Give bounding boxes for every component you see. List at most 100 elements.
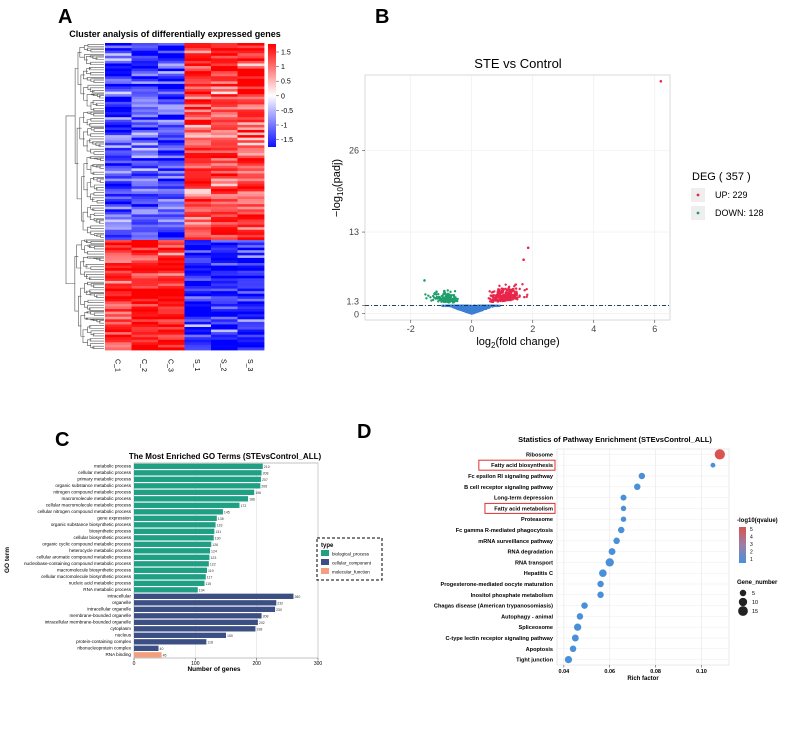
pathway-dot — [638, 472, 646, 480]
panel-letter-c: C — [55, 429, 69, 451]
heatmap-cell — [184, 129, 212, 133]
volcano-point-up — [514, 297, 517, 300]
heatmap-cell — [105, 188, 132, 192]
pathway-plot-area — [556, 448, 730, 666]
legend-label-up: UP: 229 — [715, 190, 748, 200]
go-term-label: macromolecule metabolic process — [62, 496, 132, 501]
heatmap-cell — [184, 273, 212, 277]
heatmap-cell — [211, 94, 238, 98]
heatmap-cell — [237, 247, 265, 251]
heatmap-cell — [131, 191, 159, 195]
heatmap-cell — [131, 232, 159, 236]
panel-letter-a: A — [58, 6, 72, 28]
heatmap-cell — [211, 219, 238, 223]
dendrogram-branch — [89, 307, 104, 311]
heatmap-cell — [184, 275, 212, 279]
heatmap-cell — [237, 163, 265, 167]
heatmap-cell — [105, 199, 132, 203]
heatmap-cell — [158, 260, 185, 264]
heatmap-cell — [184, 127, 212, 131]
dendrogram-branch — [92, 333, 104, 337]
go-bar-value-label: 186 — [249, 497, 255, 501]
heatmap-cell — [158, 211, 185, 215]
go-term-label: nitrogen compound metabolic process — [53, 490, 131, 495]
heatmap-cell — [211, 273, 238, 277]
heatmap-cell — [158, 283, 185, 287]
heatmap-cell — [131, 101, 159, 105]
heatmap-cell — [184, 337, 212, 341]
volcano-point-up — [490, 291, 494, 294]
heatmap-cell — [211, 168, 238, 172]
heatmap-cell — [158, 219, 185, 223]
heatmap-cell — [131, 114, 159, 118]
go-bar-value-label: 198 — [256, 627, 262, 631]
go-xtick-label: 200 — [252, 661, 261, 667]
heatmap-cell — [211, 147, 238, 151]
heatmap-cell — [158, 222, 185, 226]
volcano-point-up — [503, 293, 506, 297]
pathway-label: Proteasome — [521, 517, 553, 523]
heatmap-cell — [211, 206, 238, 210]
pathway-xtick-label: 0.06 — [604, 669, 615, 675]
heatmap-cell — [184, 186, 212, 190]
heatmap-cell — [158, 86, 185, 90]
heatmap-cell — [158, 347, 185, 351]
gene-number-legend-label: 15 — [752, 609, 758, 615]
colorbar-tick-label: -1.5 — [281, 137, 293, 144]
pathway-label: Fc epsilon RI signaling pathway — [468, 474, 554, 480]
heatmap-cell — [131, 193, 159, 197]
heatmap-cell — [184, 199, 212, 203]
heatmap-cell — [211, 337, 238, 341]
go-bar-value-label: 124 — [211, 549, 217, 553]
go-bar-value-label: 45 — [163, 653, 167, 657]
dendrogram-branch — [96, 200, 104, 204]
heatmap-cell — [105, 268, 132, 272]
heatmap-cell — [237, 117, 265, 121]
heatmap-cell — [237, 298, 265, 302]
volcano-point-up — [507, 291, 510, 294]
gene-number-legend-dot — [738, 597, 748, 607]
heatmap-cell — [237, 122, 265, 126]
heatmap-cell — [184, 132, 212, 136]
heatmap-cell — [158, 96, 185, 100]
go-bar-value-label: 145 — [224, 510, 230, 514]
heatmap-cell — [184, 83, 212, 87]
panel-letter-b: B — [375, 6, 389, 28]
go-term-label: organic substance biosynthetic process — [51, 522, 132, 527]
go-bar — [134, 535, 214, 541]
heatmap-cell — [158, 114, 185, 118]
heatmap-cell — [158, 170, 185, 174]
heatmap-cell — [105, 291, 132, 295]
heatmap-cell — [237, 114, 265, 118]
heatmap-cell — [237, 173, 265, 177]
heatmap-cell — [211, 140, 238, 144]
heatmap-cell — [237, 101, 265, 105]
heatmap-cell — [184, 76, 212, 80]
heatmap-cell — [131, 337, 159, 341]
heatmap-cell — [105, 326, 132, 330]
pathway-dot — [597, 591, 604, 599]
heatmap-cell — [211, 96, 238, 100]
go-bar — [134, 600, 277, 606]
dendrogram-branch — [88, 67, 104, 71]
heatmap-cell — [237, 288, 265, 292]
heatmap-cell — [237, 263, 265, 266]
volcano-point-down — [447, 300, 451, 304]
heatmap-cell — [211, 68, 238, 72]
heatmap-cell — [105, 114, 132, 118]
heatmap-cell — [184, 89, 212, 93]
heatmap-cell — [184, 140, 212, 144]
heatmap-cell — [211, 86, 238, 90]
go-bar-value-label: 126 — [212, 543, 218, 547]
volcano-point-up — [491, 296, 495, 299]
go-bar-value-label: 130 — [215, 536, 221, 540]
heatmap-cell — [131, 319, 159, 323]
go-term-label: metabolic process — [94, 464, 132, 469]
heatmap-cell — [158, 247, 185, 251]
heatmap-cell — [184, 163, 212, 167]
heatmap-cell — [105, 66, 132, 69]
volcano-point-up — [516, 298, 519, 301]
heatmap-cell — [184, 242, 212, 246]
heatmap-cell — [158, 158, 185, 162]
heatmap-cell — [105, 55, 132, 59]
